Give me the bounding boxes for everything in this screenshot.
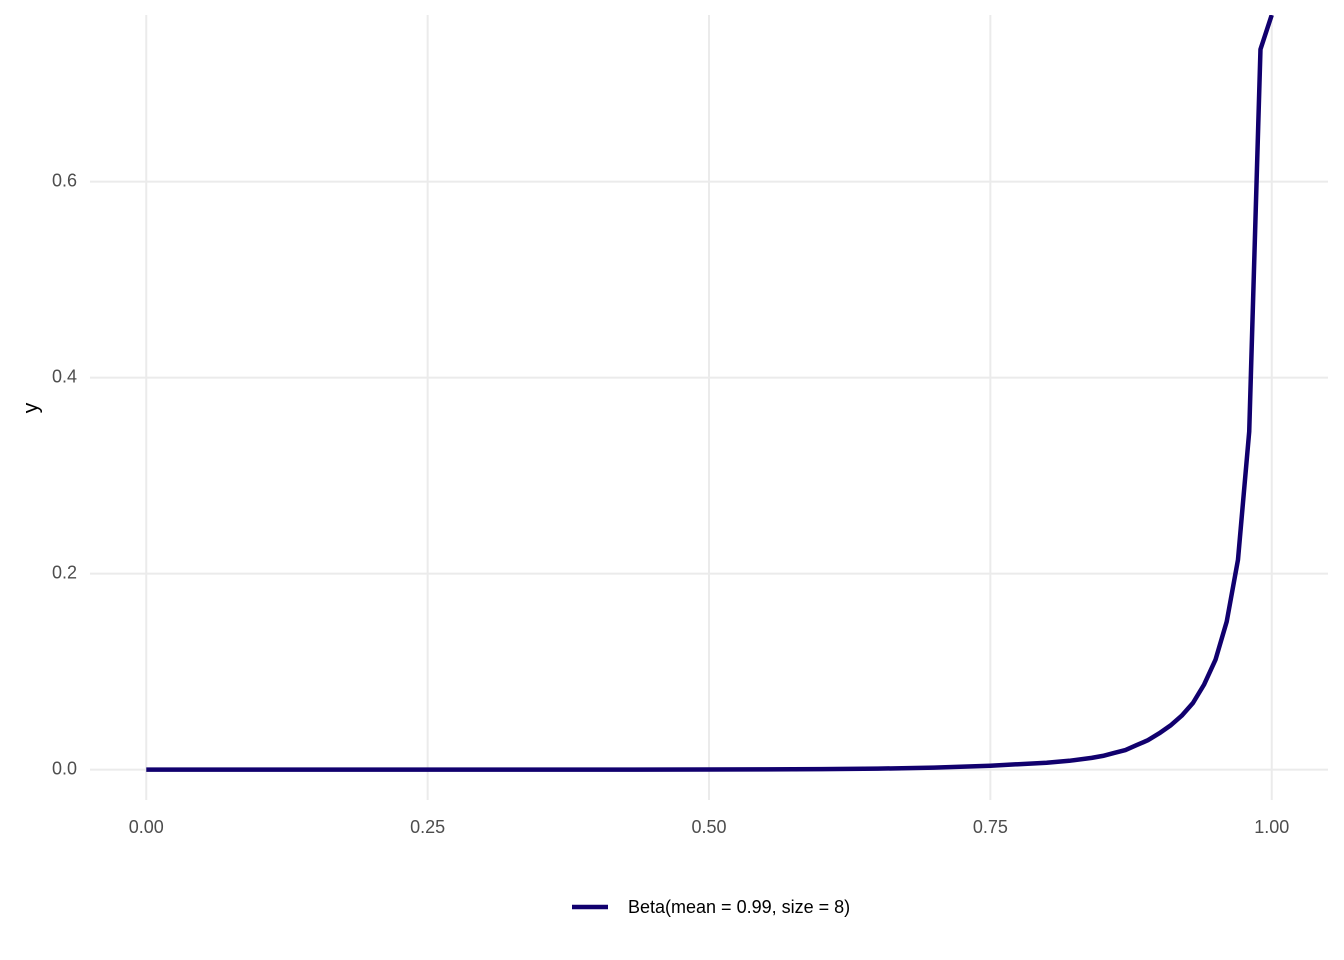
x-tick-label: 0.25 bbox=[410, 817, 445, 837]
legend-label: Beta(mean = 0.99, size = 8) bbox=[628, 897, 850, 917]
y-axis-label: y bbox=[20, 402, 43, 413]
line-series bbox=[146, 15, 1274, 772]
x-tick-label: 0.75 bbox=[973, 817, 1008, 837]
y-tick-label: 0.6 bbox=[52, 170, 77, 190]
x-tick-label: 0.00 bbox=[129, 817, 164, 837]
x-tick-label: 0.50 bbox=[691, 817, 726, 837]
x-tick-label: 1.00 bbox=[1254, 817, 1289, 837]
y-tick-label: 0.2 bbox=[52, 562, 77, 582]
y-tick-label: 0.0 bbox=[52, 758, 77, 778]
y-tick-label: 0.4 bbox=[52, 366, 77, 386]
